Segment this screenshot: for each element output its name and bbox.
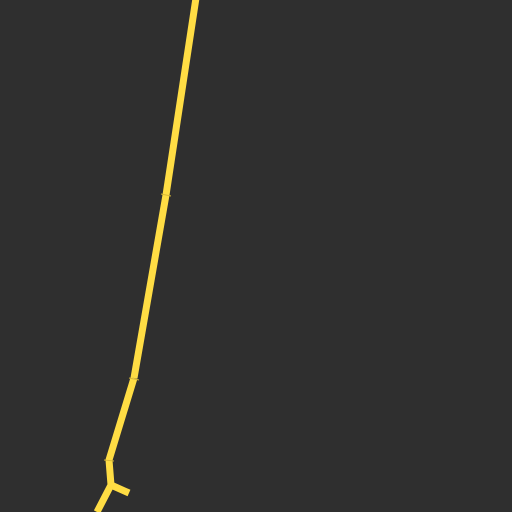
map-background xyxy=(0,0,512,512)
map-canvas xyxy=(0,0,512,512)
map-tile[interactable] xyxy=(0,0,512,512)
